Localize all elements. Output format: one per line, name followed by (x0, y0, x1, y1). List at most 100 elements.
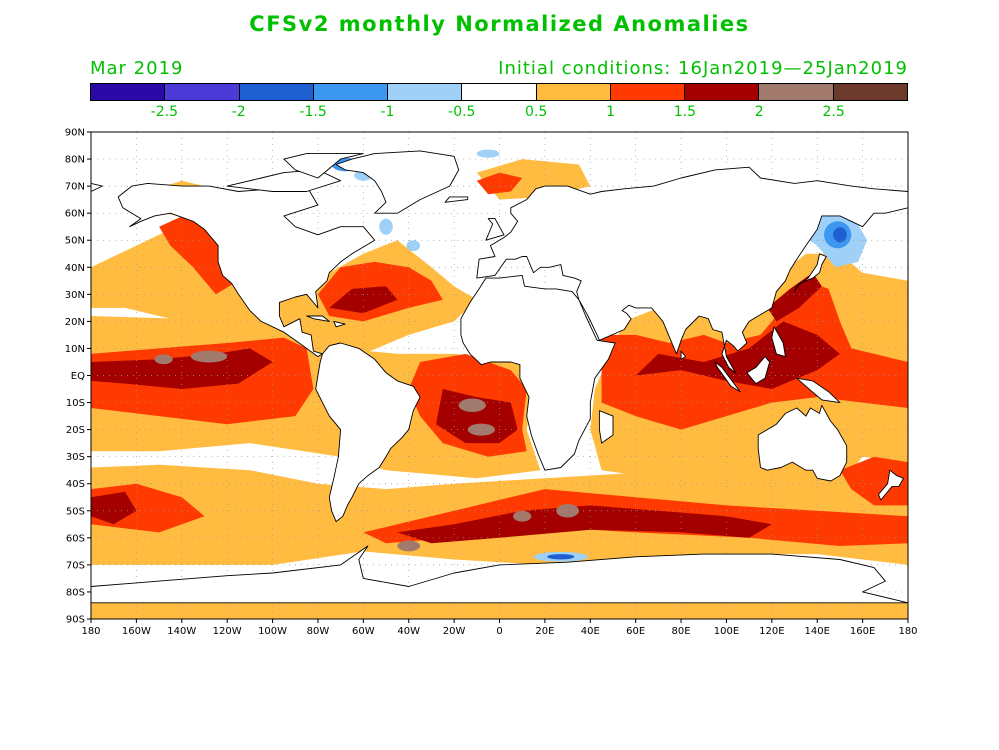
colorbar-label: -1.5 (299, 104, 327, 120)
anomaly-region (397, 505, 772, 544)
lat-tick-label: 40N (65, 263, 85, 274)
anomaly-region (476, 149, 500, 158)
colorbar-label: 2.5 (822, 104, 845, 120)
lon-tick-label: 100W (258, 626, 287, 637)
colorbar-label: 2 (754, 104, 764, 120)
landmass (680, 350, 687, 360)
anomaly-region (839, 456, 908, 506)
anomaly-region (635, 321, 840, 389)
anomaly-field (91, 149, 908, 619)
lon-tick-label: 20E (535, 626, 554, 637)
lon-tick-label: 180 (898, 626, 917, 637)
colorbar-label: 0.5 (525, 104, 548, 120)
lat-tick-label: 70N (65, 182, 85, 193)
colorbar-swatch-3 (313, 84, 389, 100)
anomaly-region (513, 510, 532, 522)
colorbar-swatch-9 (759, 84, 834, 100)
colorbar-swatch-0 (91, 84, 166, 100)
lat-tick-label: 50N (65, 236, 85, 247)
lat-tick-label: 60S (66, 533, 85, 544)
anomaly-region (406, 240, 421, 252)
anomaly-region (556, 504, 579, 518)
lat-tick-label: 90N (65, 128, 85, 139)
landmass (315, 342, 421, 523)
colorbar-label: -2 (231, 104, 246, 120)
anomaly-region (190, 350, 228, 363)
latitude-axis: 90N 80N 70N 60N 50N 40N 30N 20N 10N EQ 10S 20S 30S 40… (65, 128, 91, 626)
colorbar-label: -1 (380, 104, 395, 120)
lon-tick-label: 120W (213, 626, 242, 637)
lon-tick-label: 40E (581, 626, 600, 637)
landmass (117, 182, 376, 358)
colorbar-swatch-10 (833, 84, 907, 100)
lon-tick-label: 20W (443, 626, 466, 637)
lat-tick-label: 10N (65, 344, 85, 355)
lon-tick-label: 160W (122, 626, 151, 637)
lon-tick-label: 140E (805, 626, 830, 637)
lat-tick-label: 30N (65, 290, 85, 301)
colorbar-label: 1.5 (673, 104, 697, 120)
anomaly-region (91, 602, 908, 619)
landmass (714, 361, 741, 393)
anomaly-region (379, 218, 393, 235)
lat-tick-label: 80N (65, 155, 85, 166)
landmass (746, 356, 771, 385)
landmass (306, 315, 330, 322)
landmass (796, 377, 841, 404)
lon-tick-label: 120E (759, 626, 784, 637)
colorbar-swatch-5 (462, 84, 537, 100)
longitude-axis: 180 160W 140W 120W 100W 80W 60W 40W 20W 0 20E 40E 60… (81, 619, 918, 637)
anomaly-region (833, 227, 847, 243)
forecast-month-label: Mar 2019 (90, 58, 184, 79)
lon-tick-label: 80E (672, 626, 691, 637)
anomaly-region (767, 272, 822, 322)
lon-tick-label: 60W (352, 626, 375, 637)
colorbar-label: 1 (606, 104, 615, 120)
landmass (598, 410, 614, 444)
landmass (485, 218, 505, 241)
lon-tick-label: 180 (81, 626, 100, 637)
anomaly-region (436, 389, 518, 444)
anomaly-region (547, 554, 575, 560)
lat-tick-label: 90S (66, 615, 85, 626)
landmass (771, 326, 786, 358)
lon-tick-label: 160E (850, 626, 875, 637)
lon-tick-label: 0 (496, 626, 502, 637)
chart-title: CFSv2 monthly Normalized Anomalies (249, 12, 750, 36)
landmass (283, 153, 364, 179)
colorbar-swatch-2 (239, 84, 314, 100)
initial-conditions-label: Initial conditions: 16Jan2019—25Jan2019 (498, 58, 908, 79)
landmass (333, 320, 346, 328)
landmass (794, 253, 827, 293)
lon-tick-label: 40W (397, 626, 420, 637)
landmass (444, 196, 469, 203)
anomaly-region (397, 540, 421, 552)
lat-tick-label: EQ (71, 371, 85, 382)
colorbar-label: -0.5 (448, 104, 476, 120)
lat-tick-label: 30S (66, 452, 85, 463)
landmass (91, 545, 908, 604)
landmass (476, 166, 908, 374)
lon-tick-label: 140W (167, 626, 196, 637)
colorbar-label: -2.5 (150, 104, 179, 120)
colorbar-swatch-4 (388, 84, 463, 100)
anomaly-region (159, 213, 239, 295)
anomaly-region (329, 286, 398, 314)
anomaly-region (154, 354, 173, 365)
coastlines (91, 150, 908, 604)
lat-tick-label: 80S (66, 587, 85, 598)
anomaly-region (476, 172, 523, 195)
colorbar-swatch-8 (685, 84, 760, 100)
lat-tick-label: 40S (66, 479, 85, 490)
landmass (335, 150, 460, 214)
lon-tick-label: 60E (626, 626, 645, 637)
landmass (757, 404, 848, 482)
anomaly-region (458, 398, 486, 413)
colorbar-swatch-6 (536, 84, 611, 100)
colorbar (90, 83, 908, 101)
lat-tick-label: 60N (65, 209, 85, 220)
anomaly-region (91, 491, 137, 525)
colorbar-swatch-1 (165, 84, 240, 100)
lat-tick-label: 20N (65, 317, 85, 328)
